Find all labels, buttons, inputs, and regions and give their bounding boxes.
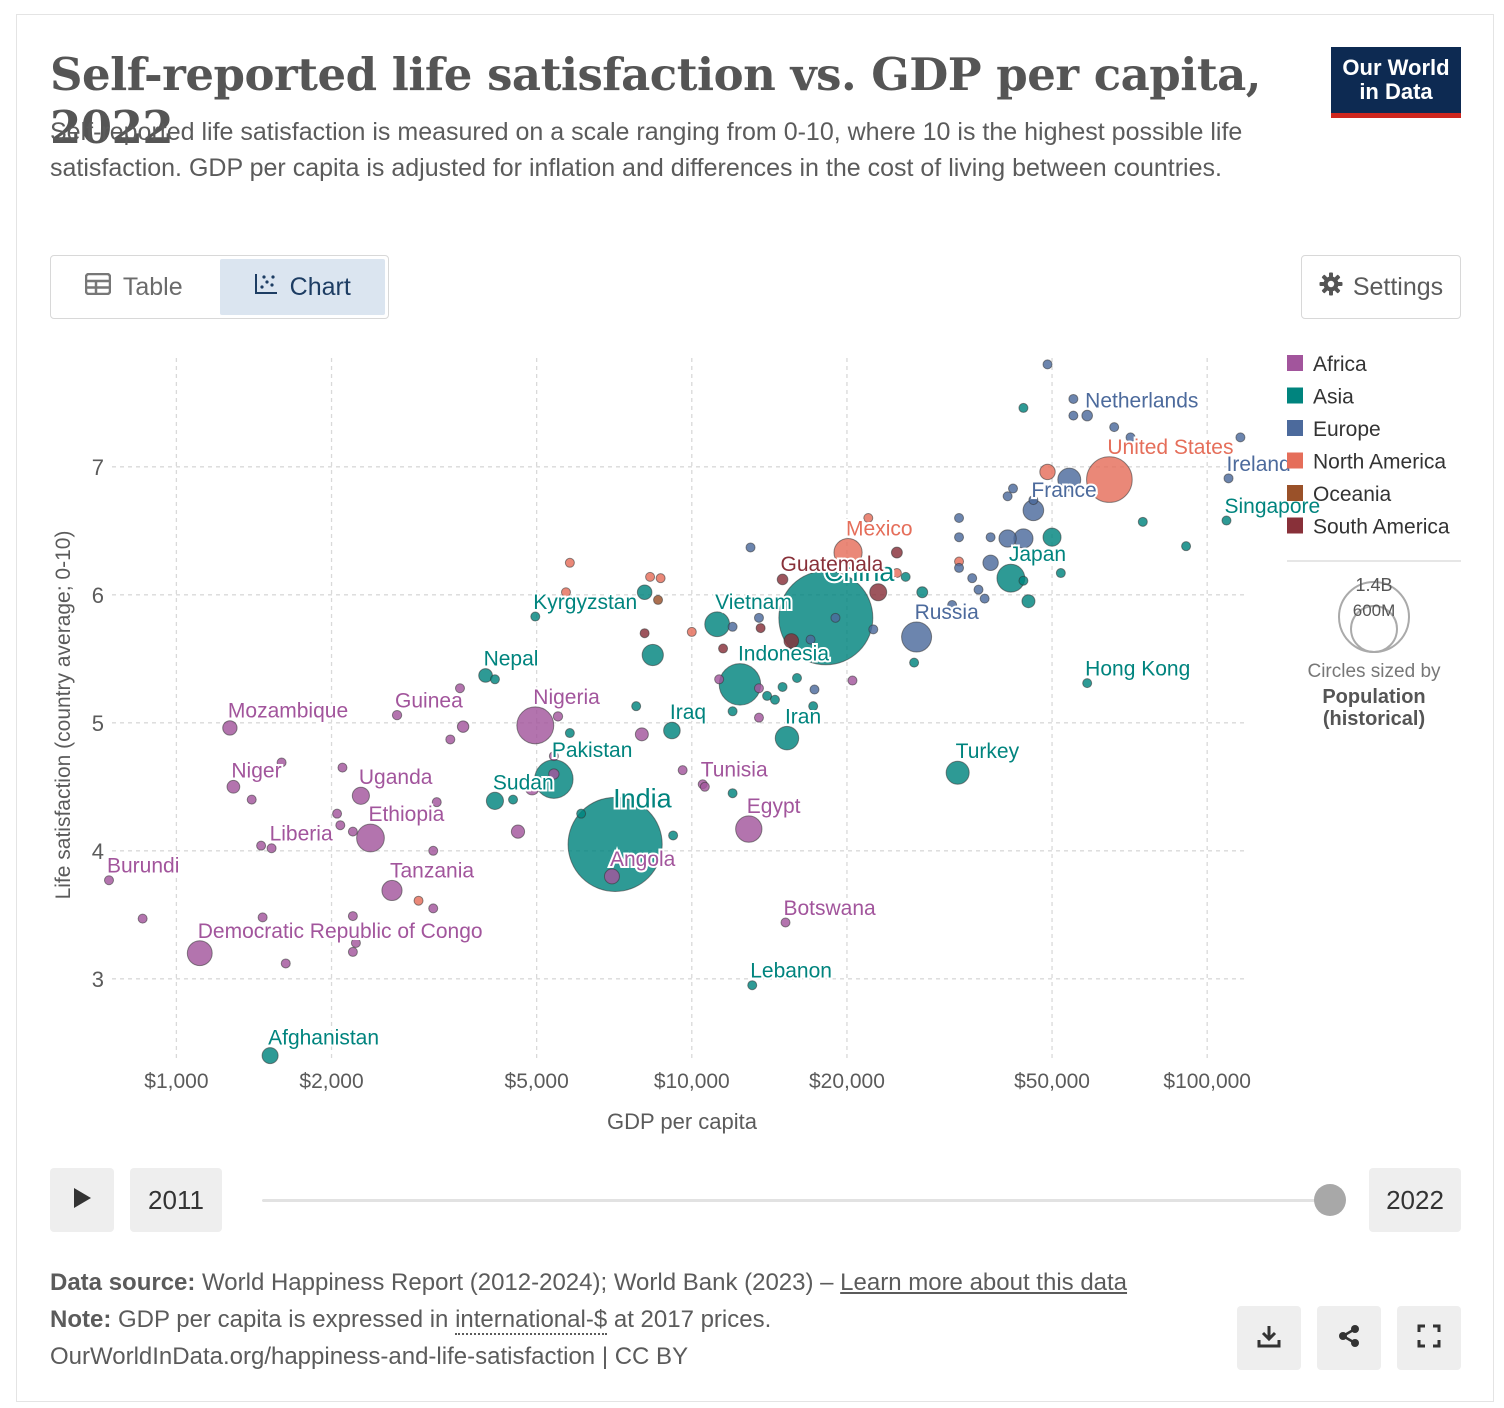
chart-footer: Data source: World Happiness Report (201… <box>50 1264 1127 1375</box>
share-button[interactable] <box>1317 1306 1381 1370</box>
logo-line-1: Our World <box>1342 55 1450 80</box>
note-line: Note: GDP per capita is expressed in int… <box>50 1301 1127 1338</box>
tab-chart[interactable]: Chart <box>219 259 385 315</box>
fullscreen-button[interactable] <box>1397 1306 1461 1370</box>
end-year: 2022 <box>1386 1184 1444 1215</box>
learn-more-link[interactable]: Learn more about this data <box>840 1269 1128 1296</box>
settings-button[interactable]: Settings <box>1301 255 1461 319</box>
tab-table[interactable]: Table <box>51 256 217 318</box>
chart-icon <box>254 273 278 302</box>
timeline-handle[interactable] <box>1314 1184 1346 1216</box>
logo-line-2: in Data <box>1359 79 1433 104</box>
chart-title: Self-reported life satisfaction vs. GDP … <box>50 48 1261 154</box>
owid-logo[interactable]: Our World in Data <box>1331 47 1461 118</box>
international-dollar-link[interactable]: international-$ <box>455 1306 608 1335</box>
view-tabs: Table Chart <box>50 255 389 319</box>
note-text-1: GDP per capita is expressed in <box>111 1306 456 1333</box>
start-year: 2011 <box>148 1184 204 1215</box>
timeline-track[interactable] <box>262 1199 1330 1202</box>
settings-label: Settings <box>1352 272 1444 301</box>
play-icon <box>72 1187 92 1214</box>
table-icon <box>84 272 112 302</box>
url-line: OurWorldInData.org/happiness-and-life-sa… <box>50 1343 689 1370</box>
source-label: Data source: <box>50 1269 196 1296</box>
end-year-box[interactable]: 2022 <box>1369 1168 1461 1232</box>
gear-icon <box>1319 272 1343 303</box>
note-label: Note: <box>50 1306 112 1333</box>
note-text-2: at 2017 prices. <box>607 1306 772 1333</box>
data-source-line: Data source: World Happiness Report (201… <box>50 1264 1127 1301</box>
download-button[interactable] <box>1237 1306 1301 1370</box>
share-icon <box>1336 1323 1362 1354</box>
chart-frame <box>16 14 1494 1402</box>
fullscreen-icon <box>1417 1324 1441 1353</box>
play-button[interactable] <box>50 1168 114 1232</box>
download-icon <box>1256 1323 1282 1354</box>
timeline-controls: 2011 2022 <box>50 1168 1461 1232</box>
source-text: World Happiness Report (2012-2024); Worl… <box>195 1269 841 1296</box>
chart-subtitle: Self-reported life satisfaction is measu… <box>50 118 1243 182</box>
tab-table-label: Table <box>122 272 183 301</box>
start-year-box[interactable]: 2011 <box>130 1168 222 1232</box>
tab-chart-label: Chart <box>289 272 351 301</box>
